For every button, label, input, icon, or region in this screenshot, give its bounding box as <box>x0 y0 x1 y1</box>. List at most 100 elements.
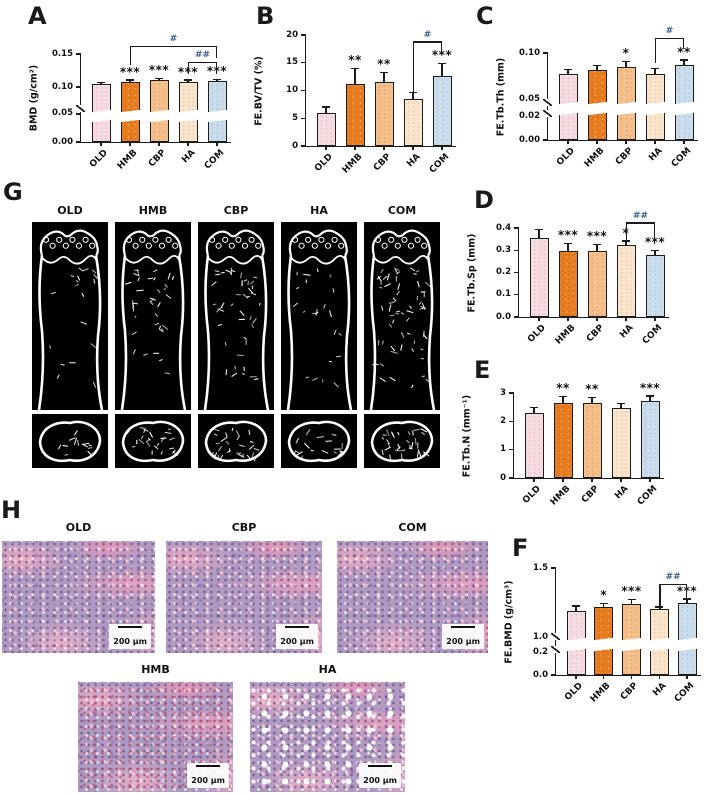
y-tick-label: 15 <box>286 57 298 68</box>
microct-column-label-hmb: HMB <box>138 204 168 217</box>
x-tick-label: CBP <box>579 484 602 506</box>
x-tick <box>383 146 385 150</box>
error-bar <box>158 79 160 82</box>
bracket-hash-label: ## <box>194 49 211 60</box>
error-bar <box>354 69 356 86</box>
x-tick <box>567 317 569 321</box>
axis-break-mark <box>551 632 560 640</box>
y-tick <box>551 674 556 676</box>
significance-stars: * <box>600 587 608 602</box>
microct-cross-section-ha <box>281 414 357 468</box>
error-bar <box>216 80 218 83</box>
scale-bar-label: 200 μm <box>113 637 147 646</box>
microct-longitudinal-ha <box>281 222 357 410</box>
bar-b-com <box>432 76 452 146</box>
error-bar-cap <box>213 78 221 81</box>
scale-bar-badge: 200 μm <box>109 623 151 649</box>
microct-column-label-ha: HA <box>310 204 328 217</box>
x-tick-label: CBP <box>371 152 394 174</box>
x-tick <box>625 140 627 144</box>
y-tick <box>514 227 519 229</box>
y-tick-label: 5 <box>292 112 298 123</box>
microct-cross-section-hmb <box>115 414 191 468</box>
x-tick <box>533 478 535 482</box>
y-tick <box>76 53 81 55</box>
error-bar <box>596 245 598 253</box>
significance-stars: *** <box>431 48 453 63</box>
error-bar <box>683 60 685 67</box>
microct-cross-section-cbp <box>198 414 274 468</box>
x-tick <box>325 146 327 150</box>
y-tick <box>76 113 81 115</box>
chart-fe-bmd: FE.BMD (g/cm³) 0.0 0.2 1.0 1.5 OLD * HMB *** CBP H… <box>504 563 701 705</box>
error-bar-cap <box>564 68 572 70</box>
error-bar-cap <box>184 79 192 81</box>
microct-longitudinal-old <box>32 222 108 410</box>
y-tick <box>514 316 519 318</box>
significance-stars: * <box>623 227 630 239</box>
histology-label-ha: HA <box>318 663 337 676</box>
histology-tile-com: 200 μm <box>337 541 488 653</box>
bracket-drop-left <box>130 45 132 65</box>
x-tick-label: COM <box>669 146 694 170</box>
y-tick <box>509 392 514 394</box>
error-bar <box>620 404 622 409</box>
x-tick-label: HMB <box>340 152 365 176</box>
x-tick <box>441 146 443 150</box>
bar-b-old <box>316 112 336 146</box>
x-tick-label: OLD <box>555 146 578 168</box>
error-bar <box>441 64 443 78</box>
y-tick <box>514 294 519 296</box>
y-tick-label: 1.0 <box>532 631 548 642</box>
y-tick-label: 0.05 <box>52 108 73 119</box>
bar-axis-break-gap <box>585 101 609 116</box>
error-bar-cap <box>564 242 572 245</box>
x-tick <box>654 317 656 321</box>
x-tick-label: HA <box>612 484 631 502</box>
y-tick <box>514 271 519 274</box>
x-tick <box>620 478 622 482</box>
y-tick-label: 0.2 <box>495 267 511 277</box>
significance-stars: ** <box>677 44 691 59</box>
x-tick <box>158 142 160 146</box>
scale-bar-line <box>196 764 221 767</box>
bar-e-hmb <box>553 403 573 478</box>
significance-stars: ** <box>377 57 391 72</box>
y-tick-label: 0.10 <box>519 47 540 58</box>
significance-stars: *** <box>639 380 661 395</box>
panel-h-label: H <box>1 496 22 524</box>
y-tick <box>509 477 514 479</box>
x-tick-label: HA <box>650 681 669 699</box>
error-bar <box>686 599 688 605</box>
error-bar-cap <box>530 406 538 409</box>
error-bar-cap <box>588 396 596 398</box>
error-bar <box>654 68 656 75</box>
x-tick-label: HMB <box>115 148 140 172</box>
bracket-drop-left <box>659 583 661 610</box>
chart-tbn: FE.Tb.N (mm⁻¹) 0 1 2 3 OLD ** HMB ** CBP HA *** COM <box>462 382 664 508</box>
error-bar-cap <box>572 605 580 607</box>
error-bar <box>412 93 414 100</box>
histology-tile-cbp: 200 μm <box>166 541 322 653</box>
x-tick <box>567 140 569 144</box>
significance-stars: *** <box>178 66 198 78</box>
microct-cross-section-com <box>364 414 440 468</box>
microct-longitudinal-com <box>364 222 440 410</box>
bar-d-old <box>529 238 549 317</box>
error-bar-cap <box>351 68 359 70</box>
y-axis-label: FE.Tb.N (mm⁻¹) <box>461 394 473 477</box>
y-tick <box>301 62 306 64</box>
error-bar <box>129 80 131 83</box>
scale-bar-badge: 200 μm <box>187 762 229 788</box>
error-bar <box>567 244 569 252</box>
bar-b-ha <box>403 98 423 146</box>
y-axis-label: FE.Tb.Th (mm) <box>495 57 507 136</box>
y-tick-label: 0.1 <box>495 289 511 300</box>
y-tick <box>551 567 556 569</box>
x-tick-label: CBP <box>613 146 636 168</box>
histology-label-cbp: CBP <box>231 521 257 534</box>
x-tick-label: COM <box>635 484 660 508</box>
bracket-drop-right <box>682 37 684 49</box>
x-tick-label: OLD <box>563 681 586 703</box>
y-tick-label: 10 <box>286 85 298 95</box>
